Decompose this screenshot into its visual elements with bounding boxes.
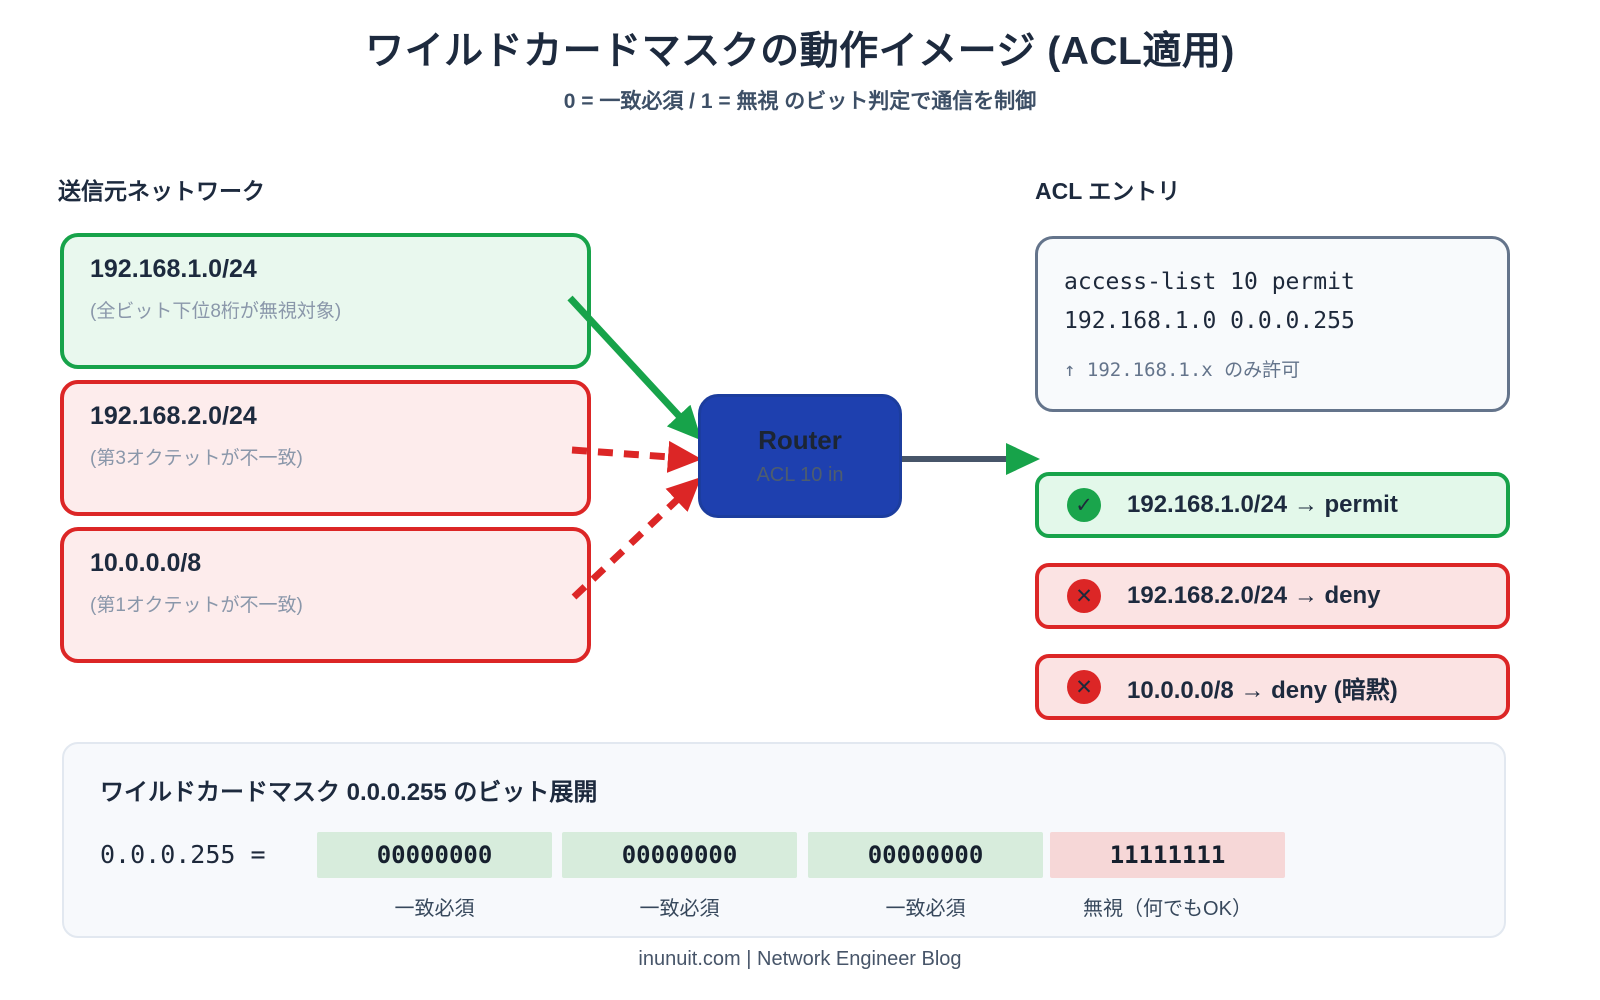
network-box-192-168-2-0: 192.168.2.0/24 (第3オクテットが不一致)	[60, 380, 591, 516]
result-text: 10.0.0.0/8 → deny (暗黙)	[1127, 676, 1398, 704]
result-row-permit: ✓ 192.168.1.0/24 → permit	[1035, 472, 1510, 538]
acl-code-line-2: 192.168.1.0 0.0.0.255	[1064, 308, 1355, 334]
octet-cell-4: 11111111	[1050, 832, 1285, 878]
bit-panel-title: ワイルドカードマスク 0.0.0.255 のビット展開	[100, 779, 598, 806]
footer-credit: inunuit.com | Network Engineer Blog	[638, 948, 962, 970]
source-network-section-label: 送信元ネットワーク	[58, 178, 265, 204]
network-note: (第3オクテットが不一致)	[90, 448, 303, 469]
mask-value-label: 0.0.0.255 =	[100, 840, 266, 869]
octet-cell-2: 00000000	[562, 832, 797, 878]
octet-cell-1: 00000000	[317, 832, 552, 878]
check-icon: ✓	[1067, 488, 1101, 522]
octet-meaning-3: 一致必須	[885, 898, 966, 920]
octet-meaning-2: 一致必須	[639, 898, 720, 920]
acl-code-box: access-list 10 permit 192.168.1.0 0.0.0.…	[1035, 236, 1510, 412]
network-note: (全ビット下位8桁が無視対象)	[90, 301, 342, 322]
network-cidr: 192.168.1.0/24	[90, 255, 257, 283]
cross-icon: ✕	[1067, 670, 1101, 704]
router-label: Router	[758, 425, 842, 455]
acl-code-note: ↑ 192.168.1.x のみ許可	[1064, 359, 1301, 381]
network-cidr: 192.168.2.0/24	[90, 402, 257, 430]
result-text: 192.168.2.0/24 → deny	[1127, 582, 1381, 609]
octet-cell-3: 00000000	[808, 832, 1043, 878]
router-acl-binding: ACL 10 in	[756, 464, 844, 486]
acl-entry-section-label: ACL エントリ	[1035, 178, 1181, 204]
result-text: 192.168.1.0/24 → permit	[1127, 491, 1398, 518]
network-note: (第1オクテットが不一致)	[90, 595, 303, 616]
cross-icon: ✕	[1067, 579, 1101, 613]
page-subtitle: 0 = 一致必須 / 1 = 無視 のビット判定で通信を制御	[563, 90, 1037, 113]
network-cidr: 10.0.0.0/8	[90, 549, 202, 577]
result-row-deny-1: ✕ 192.168.2.0/24 → deny	[1035, 563, 1510, 629]
bit-expansion-panel: ワイルドカードマスク 0.0.0.255 のビット展開 0.0.0.255 = …	[62, 742, 1506, 938]
acl-code-line-1: access-list 10 permit	[1064, 269, 1355, 295]
network-box-192-168-1-0: 192.168.1.0/24 (全ビット下位8桁が無視対象)	[60, 233, 591, 369]
octet-meaning-1: 一致必須	[394, 898, 475, 920]
octet-meaning-4: 無視（何でもOK）	[1083, 898, 1252, 920]
result-row-deny-2: ✕ 10.0.0.0/8 → deny (暗黙)	[1035, 654, 1510, 720]
router-node: Router ACL 10 in	[698, 394, 902, 518]
network-box-10-0-0-0: 10.0.0.0/8 (第1オクテットが不一致)	[60, 527, 591, 663]
page-title: ワイルドカードマスクの動作イメージ (ACL適用)	[365, 30, 1235, 73]
